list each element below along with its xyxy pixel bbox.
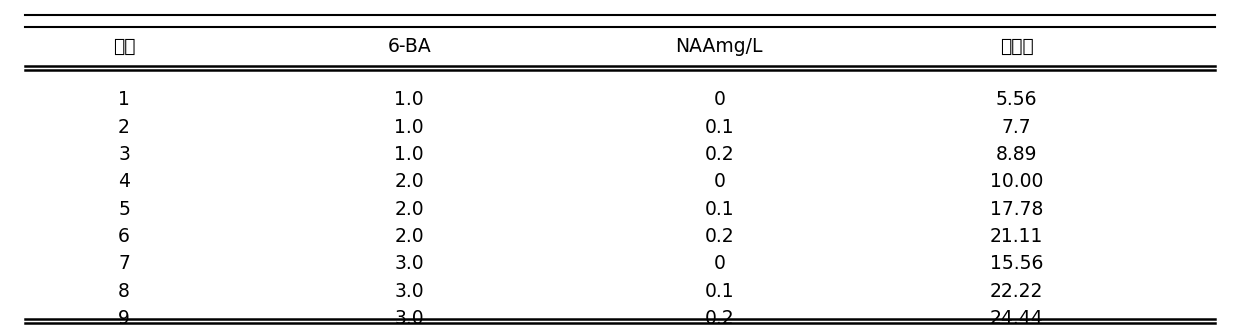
Text: 2: 2 — [118, 118, 130, 137]
Text: 6: 6 — [118, 227, 130, 246]
Text: 21.11: 21.11 — [990, 227, 1044, 246]
Text: 8.89: 8.89 — [996, 145, 1038, 164]
Text: 分化率: 分化率 — [999, 37, 1034, 56]
Text: 0: 0 — [713, 172, 725, 191]
Text: 1.0: 1.0 — [394, 90, 424, 110]
Text: NAAmg/L: NAAmg/L — [676, 37, 763, 56]
Text: 0.1: 0.1 — [704, 281, 734, 301]
Text: 5.56: 5.56 — [996, 90, 1038, 110]
Text: 2.0: 2.0 — [394, 199, 424, 219]
Text: 2.0: 2.0 — [394, 172, 424, 191]
Text: 7: 7 — [118, 254, 130, 273]
Text: 9: 9 — [118, 309, 130, 328]
Text: 0: 0 — [713, 254, 725, 273]
Text: 0: 0 — [713, 90, 725, 110]
Text: 7.7: 7.7 — [1002, 118, 1032, 137]
Text: 0.2: 0.2 — [704, 309, 734, 328]
Text: 6-BA: 6-BA — [387, 37, 432, 56]
Text: 8: 8 — [118, 281, 130, 301]
Text: 15.56: 15.56 — [990, 254, 1044, 273]
Text: 0.2: 0.2 — [704, 145, 734, 164]
Text: 0.1: 0.1 — [704, 118, 734, 137]
Text: 22.22: 22.22 — [990, 281, 1044, 301]
Text: 0.2: 0.2 — [704, 227, 734, 246]
Text: 4: 4 — [118, 172, 130, 191]
Text: 24.44: 24.44 — [990, 309, 1044, 328]
Text: 1.0: 1.0 — [394, 145, 424, 164]
Text: 10.00: 10.00 — [990, 172, 1044, 191]
Text: 5: 5 — [118, 199, 130, 219]
Text: 3.0: 3.0 — [394, 254, 424, 273]
Text: 3.0: 3.0 — [394, 309, 424, 328]
Text: 1: 1 — [118, 90, 130, 110]
Text: 1.0: 1.0 — [394, 118, 424, 137]
Text: 0.1: 0.1 — [704, 199, 734, 219]
Text: 3: 3 — [118, 145, 130, 164]
Text: 3.0: 3.0 — [394, 281, 424, 301]
Text: 2.0: 2.0 — [394, 227, 424, 246]
Text: 17.78: 17.78 — [990, 199, 1044, 219]
Text: 序号: 序号 — [113, 37, 135, 56]
